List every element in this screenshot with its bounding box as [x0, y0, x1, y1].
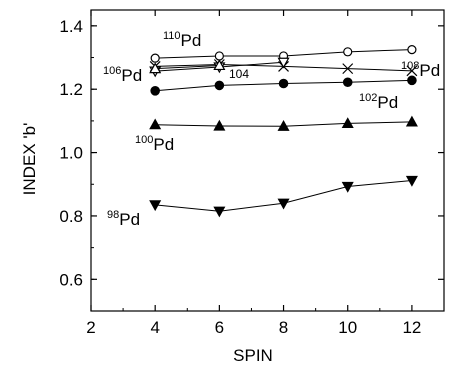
x-tick-label: 2 [86, 318, 95, 337]
data-point [277, 57, 290, 69]
data-point [405, 175, 418, 187]
series-layer [149, 45, 418, 218]
y-tick-label: 0.6 [59, 270, 83, 289]
annotation-100pd-mass: 100 [135, 134, 153, 146]
series-line [155, 64, 220, 70]
y-axis-title: INDEX 'b' [20, 123, 39, 196]
data-point [149, 62, 162, 74]
y-tick-label: 1.4 [59, 17, 83, 36]
annotation-108pd: 108Pd [401, 60, 440, 80]
annotation-106pd-element: Pd [121, 66, 142, 85]
y-tick-label: 1.2 [59, 80, 83, 99]
data-point [213, 59, 226, 71]
data-point [343, 47, 353, 57]
annotation-98pd-element: Pd [119, 210, 140, 229]
data-point [150, 85, 160, 96]
data-point [277, 198, 290, 210]
annotation-102pd: 102Pd [359, 92, 398, 112]
annotation-100pd: 100Pd [135, 134, 174, 154]
annotation-100pd-element: Pd [153, 135, 174, 154]
data-point [342, 63, 354, 75]
data-point [407, 75, 417, 86]
data-point [406, 65, 418, 77]
annotation-102pd-element: Pd [377, 93, 398, 112]
x-axis-title: SPIN [233, 346, 273, 365]
annotation-108pd-mass: 108 [401, 60, 419, 72]
annotation-106pd: 106Pd [103, 65, 142, 85]
data-point [214, 51, 224, 61]
annotation-104: 104 [229, 67, 249, 81]
data-point [407, 45, 417, 55]
data-point [213, 206, 226, 218]
axis-ticks: 2 4 6 8 10 12 0.6 0.8 1.0 1.2 1.4 [59, 10, 445, 337]
annotation-110pd: 110Pd [163, 30, 201, 50]
data-point [277, 120, 290, 131]
data-point [342, 77, 353, 88]
plot-frame [90, 9, 445, 312]
annotation-98pd: 98Pd [107, 209, 140, 229]
series-106pd [149, 59, 226, 74]
x-tick-label: 10 [338, 318, 357, 337]
x-tick-label: 4 [150, 318, 159, 337]
x-tick-label: 12 [402, 318, 421, 337]
data-point [150, 53, 160, 63]
annotation-106pd-mass: 106 [103, 65, 121, 77]
data-point [149, 200, 162, 212]
y-tick-label: 0.8 [59, 207, 83, 226]
data-point [341, 181, 354, 193]
data-point [149, 118, 162, 130]
y-tick-label: 1.0 [59, 144, 83, 163]
annotation-108pd-element: Pd [419, 61, 440, 80]
data-point [213, 119, 226, 131]
x-tick-label: 8 [279, 318, 288, 337]
annotation-102pd-mass: 102 [359, 92, 377, 104]
series-100pd [149, 115, 418, 131]
data-point [214, 80, 225, 91]
data-point [341, 117, 354, 129]
annotation-98pd-mass: 98 [107, 209, 119, 221]
series-102pd [150, 75, 417, 96]
series-98pd [149, 175, 418, 218]
x-tick-label: 6 [215, 318, 224, 337]
data-point [405, 115, 418, 127]
annotation-110pd-element: Pd [181, 31, 202, 50]
annotation-110pd-mass: 110 [163, 30, 181, 42]
data-point [278, 78, 289, 89]
